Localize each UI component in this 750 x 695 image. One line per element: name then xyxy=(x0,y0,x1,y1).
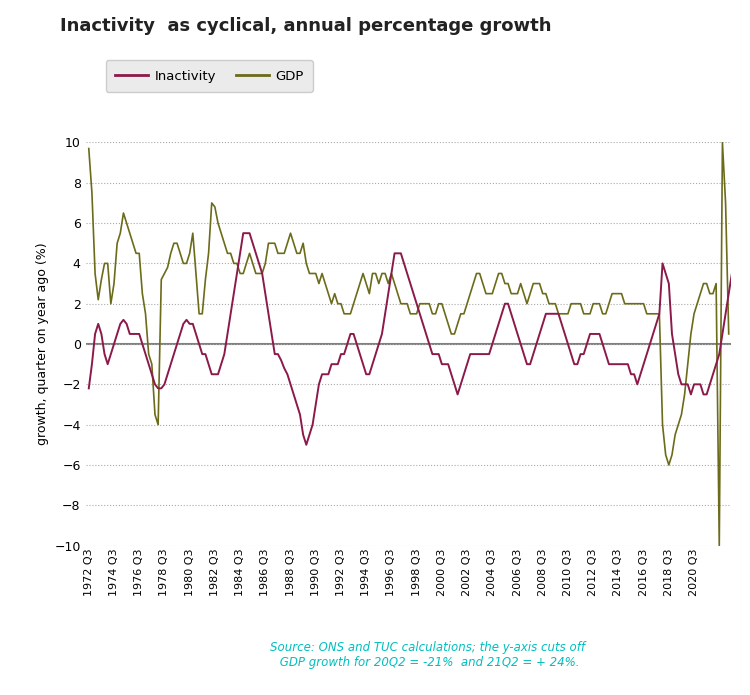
Text: Source: ONS and TUC calculations; the y-axis cuts off
 GDP growth for 20Q2 = -21: Source: ONS and TUC calculations; the y-… xyxy=(270,641,585,669)
Text: Inactivity  as cyclical, annual percentage growth: Inactivity as cyclical, annual percentag… xyxy=(60,17,551,35)
Y-axis label: growth, quarter on year ago (%): growth, quarter on year ago (%) xyxy=(36,243,49,445)
Legend: Inactivity, GDP: Inactivity, GDP xyxy=(106,60,313,92)
